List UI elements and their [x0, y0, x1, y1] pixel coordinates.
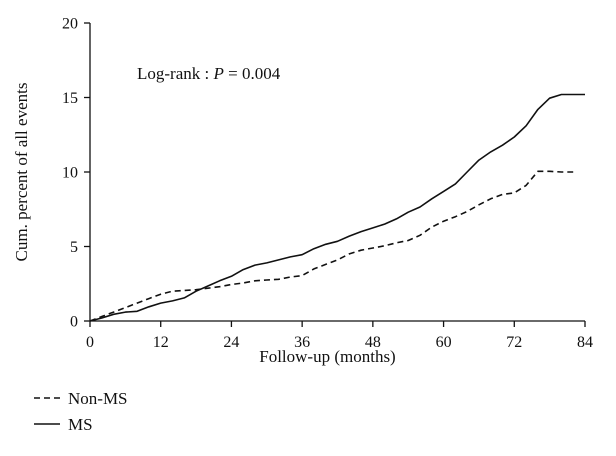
x-tick-label: 12 [153, 334, 169, 351]
x-tick-label: 24 [223, 334, 239, 351]
x-tick-label: 48 [365, 334, 381, 351]
series-layer [89, 93, 585, 322]
legend-label: Non-MS [68, 389, 128, 408]
non-ms-series-line [89, 170, 574, 322]
x-axis-title: Follow-up (months) [259, 347, 395, 366]
log-rank-annotation: Log-rank : P = 0.004 [137, 64, 281, 83]
x-tick-label: 0 [86, 334, 94, 351]
x-tick-label: 84 [577, 334, 593, 351]
y-tick-label: 5 [70, 239, 78, 256]
x-tick-label: 72 [506, 334, 522, 351]
y-tick-label: 15 [62, 90, 78, 107]
x-tick-label: 36 [294, 334, 310, 351]
axis-ticks: 0 12 24 36 48 60 72 84 0 5 10 15 20 [62, 16, 593, 352]
legend: Non-MS MS [34, 389, 128, 434]
y-tick-label: 20 [62, 16, 78, 33]
y-axis-title: Cum. percent of all events [12, 83, 31, 262]
y-tick-label: 0 [70, 314, 78, 331]
legend-label: MS [68, 415, 93, 434]
y-tick-label: 10 [62, 165, 78, 182]
x-tick-label: 60 [436, 334, 452, 351]
ms-series-line [89, 93, 585, 322]
